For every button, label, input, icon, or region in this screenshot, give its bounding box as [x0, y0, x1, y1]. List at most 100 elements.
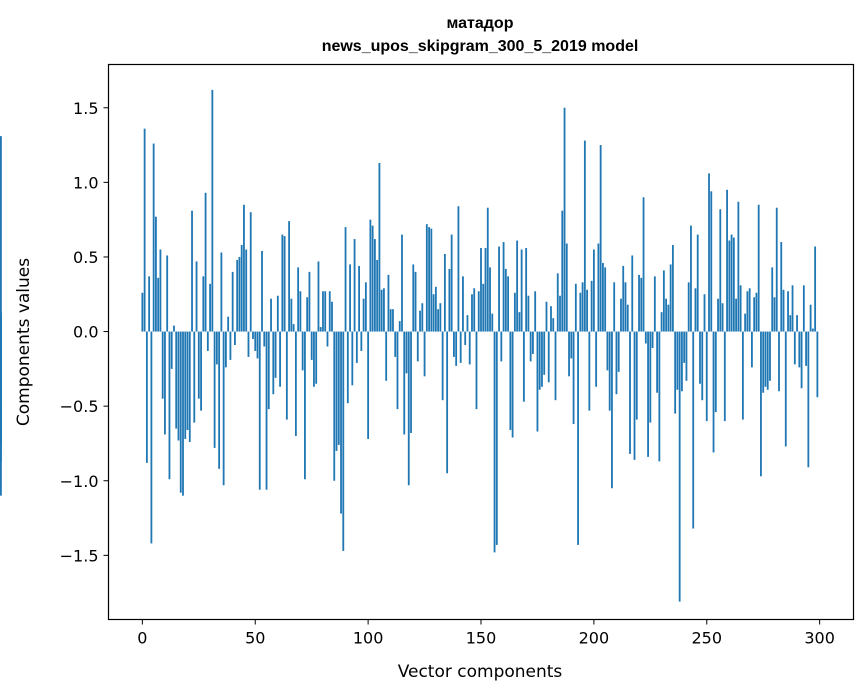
bar	[371, 225, 374, 332]
bar	[563, 107, 566, 332]
bar	[626, 304, 629, 332]
plot-frame	[107, 63, 855, 621]
bar	[297, 267, 300, 332]
bar	[245, 249, 248, 332]
bar	[252, 331, 254, 340]
bar	[229, 331, 232, 360]
bar	[188, 331, 191, 442]
bar	[346, 331, 349, 404]
bar	[602, 262, 604, 332]
bar	[392, 309, 394, 332]
bar	[294, 331, 297, 436]
bar	[340, 331, 342, 514]
bar	[696, 234, 699, 332]
bar	[471, 294, 473, 332]
bar	[753, 297, 756, 332]
bar	[658, 331, 661, 462]
bar	[782, 289, 785, 332]
bar	[143, 128, 146, 332]
bar	[617, 331, 620, 372]
bar	[288, 221, 291, 332]
bar	[746, 291, 749, 332]
bar	[674, 331, 677, 414]
bar	[197, 331, 200, 399]
bar	[218, 331, 221, 469]
bar	[518, 312, 521, 332]
bar	[671, 245, 674, 332]
bar	[723, 331, 726, 422]
bar	[703, 294, 706, 332]
bar	[337, 331, 340, 445]
bar	[419, 310, 421, 332]
bar	[741, 331, 744, 420]
bar	[224, 331, 227, 368]
bar	[213, 331, 216, 448]
bar	[364, 282, 367, 332]
bar	[574, 283, 577, 332]
bar	[439, 303, 442, 332]
x-tick-label: 250	[691, 629, 722, 648]
bar	[322, 291, 324, 332]
bar	[760, 331, 762, 477]
bar	[586, 289, 589, 332]
y-tick-label: −1.0	[60, 472, 99, 491]
bar	[522, 331, 525, 402]
bar	[148, 276, 151, 332]
bar	[428, 227, 430, 332]
bar	[789, 315, 792, 332]
bar	[543, 331, 546, 375]
bar	[796, 315, 798, 332]
bar	[265, 331, 268, 490]
bar	[477, 291, 480, 332]
bar	[301, 331, 304, 371]
bar	[613, 282, 616, 332]
bar	[315, 331, 318, 384]
bar	[509, 331, 512, 431]
bar	[805, 331, 807, 366]
bar	[161, 331, 164, 399]
bar	[306, 297, 309, 332]
bar	[220, 252, 223, 332]
bar	[780, 242, 783, 332]
bar	[249, 212, 252, 332]
x-tick-label: 150	[466, 629, 497, 648]
bar	[486, 207, 489, 332]
bar	[550, 306, 552, 332]
bar	[572, 331, 575, 425]
bar	[816, 331, 819, 398]
bar	[638, 274, 640, 332]
y-tick-label: −1.5	[60, 546, 99, 565]
bar	[317, 261, 320, 332]
bar	[710, 191, 713, 332]
bar	[484, 248, 487, 332]
bar	[313, 331, 315, 387]
bar	[385, 331, 388, 381]
bar	[234, 331, 236, 345]
bar	[206, 331, 209, 351]
bar	[211, 89, 214, 332]
x-tick-label: 200	[579, 629, 610, 648]
bar	[665, 298, 668, 332]
bar	[177, 331, 180, 441]
bar	[376, 259, 379, 332]
bar	[157, 277, 160, 332]
bar	[730, 234, 733, 332]
bar	[719, 209, 722, 332]
bar	[726, 189, 728, 332]
x-tick-label: 50	[245, 629, 265, 648]
bar	[527, 295, 530, 332]
bar	[701, 331, 704, 401]
bar	[331, 301, 333, 332]
bar	[389, 309, 392, 332]
bar	[362, 298, 365, 332]
bar	[717, 298, 719, 332]
bar	[728, 240, 731, 332]
bar	[714, 331, 717, 413]
bar	[254, 331, 257, 351]
bar	[769, 331, 771, 381]
bar	[525, 248, 528, 332]
bar	[285, 331, 288, 420]
bar	[141, 292, 144, 332]
bar	[0, 331, 2, 401]
bar	[735, 298, 738, 332]
